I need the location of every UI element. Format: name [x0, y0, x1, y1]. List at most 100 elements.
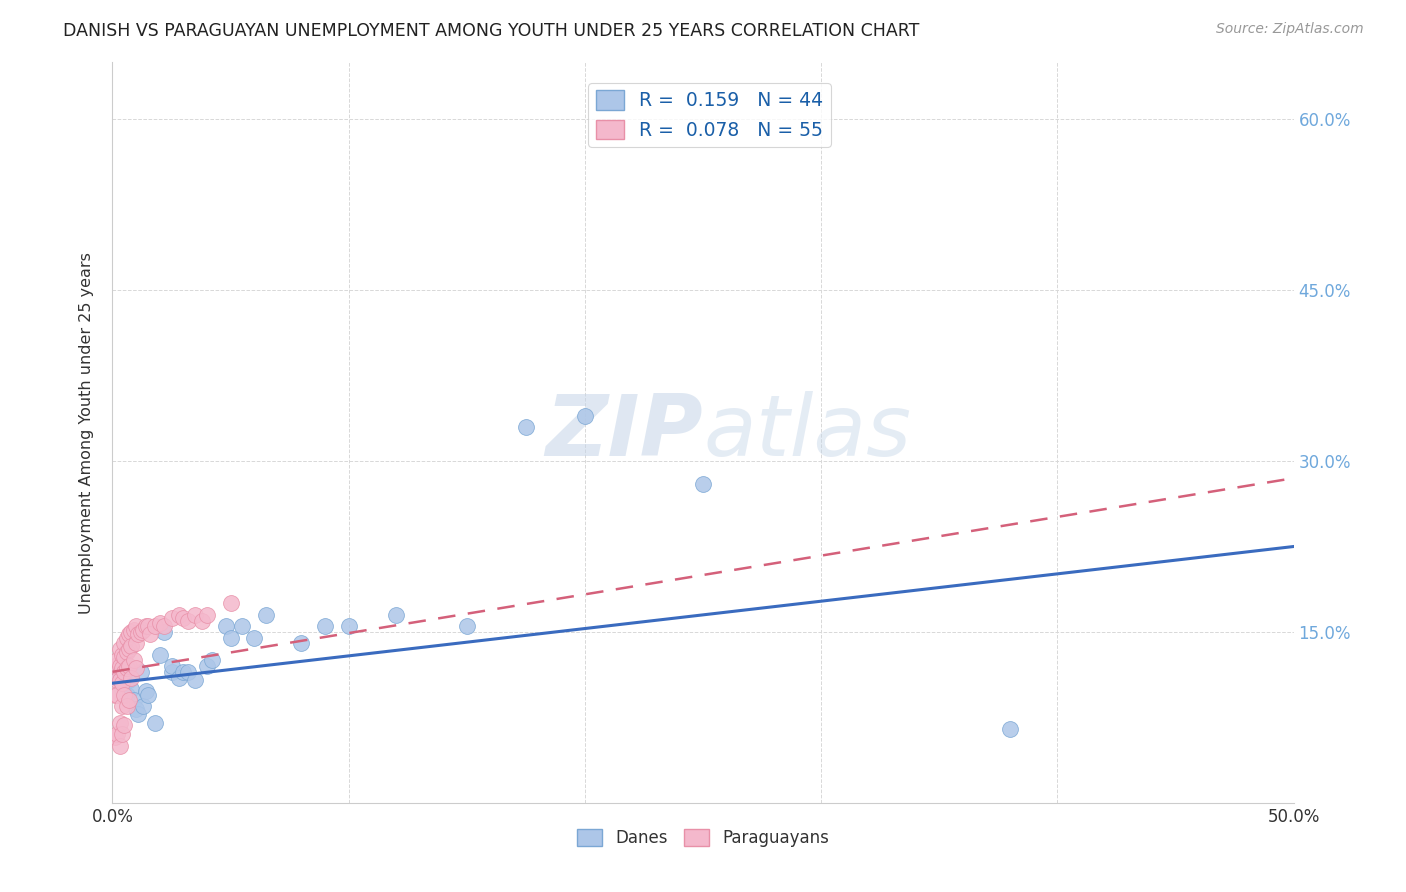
Point [243, 631, 266, 645]
Point [136, 688, 159, 702]
Point [132, 623, 155, 637]
Point [127, 627, 149, 641]
Point [153, 624, 176, 639]
Point [160, 659, 183, 673]
Point [115, 645, 138, 659]
Point [314, 619, 336, 633]
Point [337, 619, 360, 633]
Point [574, 409, 596, 423]
Point [111, 681, 134, 696]
Text: ZIP: ZIP [546, 391, 703, 475]
Point [122, 623, 145, 637]
Point [515, 420, 537, 434]
Legend: Danes, Paraguayans: Danes, Paraguayans [569, 822, 837, 854]
Point [112, 676, 135, 690]
Point [122, 693, 145, 707]
Point [385, 607, 408, 622]
Point [136, 619, 159, 633]
Point [104, 730, 127, 744]
Point [108, 665, 131, 679]
Point [111, 676, 134, 690]
Point [201, 653, 224, 667]
Point [191, 614, 214, 628]
Point [120, 624, 142, 639]
Point [143, 716, 166, 731]
Point [108, 673, 131, 687]
Point [167, 671, 190, 685]
Point [115, 661, 138, 675]
Point [177, 614, 200, 628]
Point [111, 727, 134, 741]
Point [115, 688, 138, 702]
Point [125, 702, 148, 716]
Text: DANISH VS PARAGUAYAN UNEMPLOYMENT AMONG YOUTH UNDER 25 YEARS CORRELATION CHART: DANISH VS PARAGUAYAN UNEMPLOYMENT AMONG … [63, 22, 920, 40]
Point [184, 673, 207, 687]
Point [153, 619, 176, 633]
Point [139, 627, 162, 641]
Point [118, 642, 141, 657]
Text: Source: ZipAtlas.com: Source: ZipAtlas.com [1216, 22, 1364, 37]
Point [132, 698, 155, 713]
Point [105, 673, 128, 687]
Point [111, 648, 134, 662]
Point [112, 665, 135, 679]
Point [105, 671, 128, 685]
Point [104, 688, 127, 702]
Point [115, 661, 138, 675]
Point [112, 650, 135, 665]
Point [184, 607, 207, 622]
Point [120, 681, 142, 696]
Point [172, 665, 194, 679]
Point [160, 611, 183, 625]
Point [108, 642, 131, 657]
Point [122, 653, 145, 667]
Point [111, 698, 134, 713]
Point [118, 693, 141, 707]
Point [254, 607, 277, 622]
Point [111, 661, 134, 675]
Point [172, 611, 194, 625]
Point [125, 661, 148, 675]
Point [105, 688, 128, 702]
Point [219, 597, 242, 611]
Point [108, 673, 131, 687]
Point [692, 476, 714, 491]
Point [129, 665, 152, 679]
Point [127, 706, 149, 721]
Point [160, 665, 183, 679]
Point [112, 718, 135, 732]
Point [118, 659, 141, 673]
Point [135, 684, 157, 698]
Point [177, 665, 200, 679]
Point [118, 627, 141, 641]
Point [104, 659, 127, 673]
Point [129, 624, 152, 639]
Point [111, 659, 134, 673]
Point [215, 619, 238, 633]
Point [112, 668, 135, 682]
Point [118, 673, 141, 687]
Point [195, 659, 218, 673]
Point [149, 615, 172, 630]
Point [115, 698, 138, 713]
Point [112, 636, 135, 650]
Point [167, 607, 190, 622]
Y-axis label: Unemployment Among Youth under 25 years: Unemployment Among Youth under 25 years [79, 252, 94, 614]
Point [120, 639, 142, 653]
Point [125, 619, 148, 633]
Point [105, 653, 128, 667]
Point [104, 667, 127, 681]
Point [125, 636, 148, 650]
Point [149, 648, 172, 662]
Text: atlas: atlas [703, 391, 911, 475]
Point [115, 631, 138, 645]
Point [143, 619, 166, 633]
Point [219, 631, 242, 645]
Point [231, 619, 253, 633]
Point [120, 671, 142, 685]
Point [112, 688, 135, 702]
Point [105, 727, 128, 741]
Point [108, 716, 131, 731]
Point [108, 659, 131, 673]
Point [290, 636, 312, 650]
